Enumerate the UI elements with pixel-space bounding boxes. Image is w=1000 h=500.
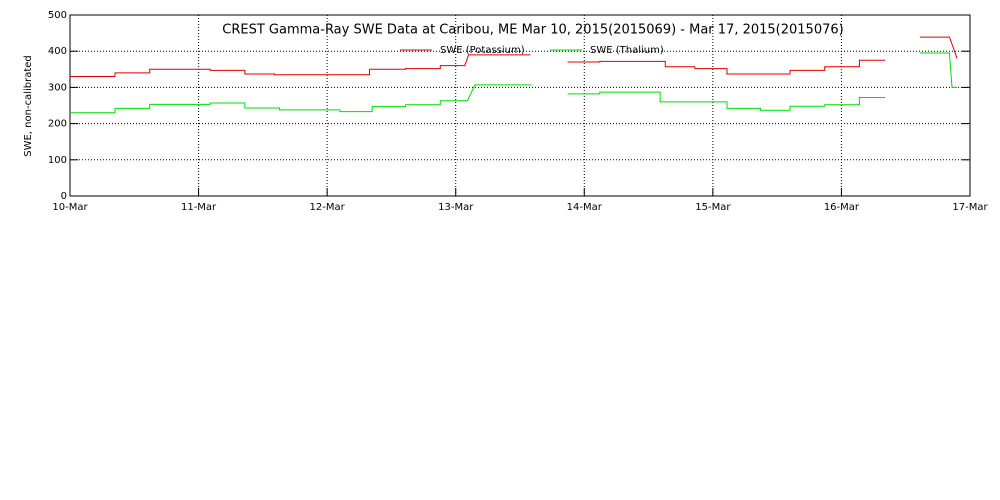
series-line <box>70 36 958 78</box>
y-tick-label: 500 <box>48 10 67 21</box>
x-tick-label: 15-Mar <box>695 202 731 213</box>
plot-frame <box>69 14 971 197</box>
x-tick-label: 17-Mar <box>952 202 988 213</box>
x-tick-label: 14-Mar <box>567 202 603 213</box>
y-tick-label: 0 <box>61 191 67 202</box>
legend-label: SWE (Thalium) <box>590 45 664 56</box>
y-tick-label: 300 <box>48 82 67 93</box>
series-line <box>70 52 958 114</box>
x-tick-label: 12-Mar <box>310 202 346 213</box>
y-tick-label: 100 <box>48 155 67 166</box>
x-tick-label: 16-Mar <box>824 202 860 213</box>
chart-title: CREST Gamma-Ray SWE Data at Caribou, ME … <box>222 23 843 38</box>
y-tick-label: 400 <box>48 46 67 57</box>
x-tick-label: 10-Mar <box>52 202 88 213</box>
y-tick-label: 200 <box>48 119 67 130</box>
x-tick-label: 13-Mar <box>438 202 474 213</box>
x-tick-label: 11-Mar <box>181 202 217 213</box>
legend-label: SWE (Potassium) <box>440 45 525 56</box>
y-axis-label: SWE, non-calibrated <box>23 55 34 157</box>
